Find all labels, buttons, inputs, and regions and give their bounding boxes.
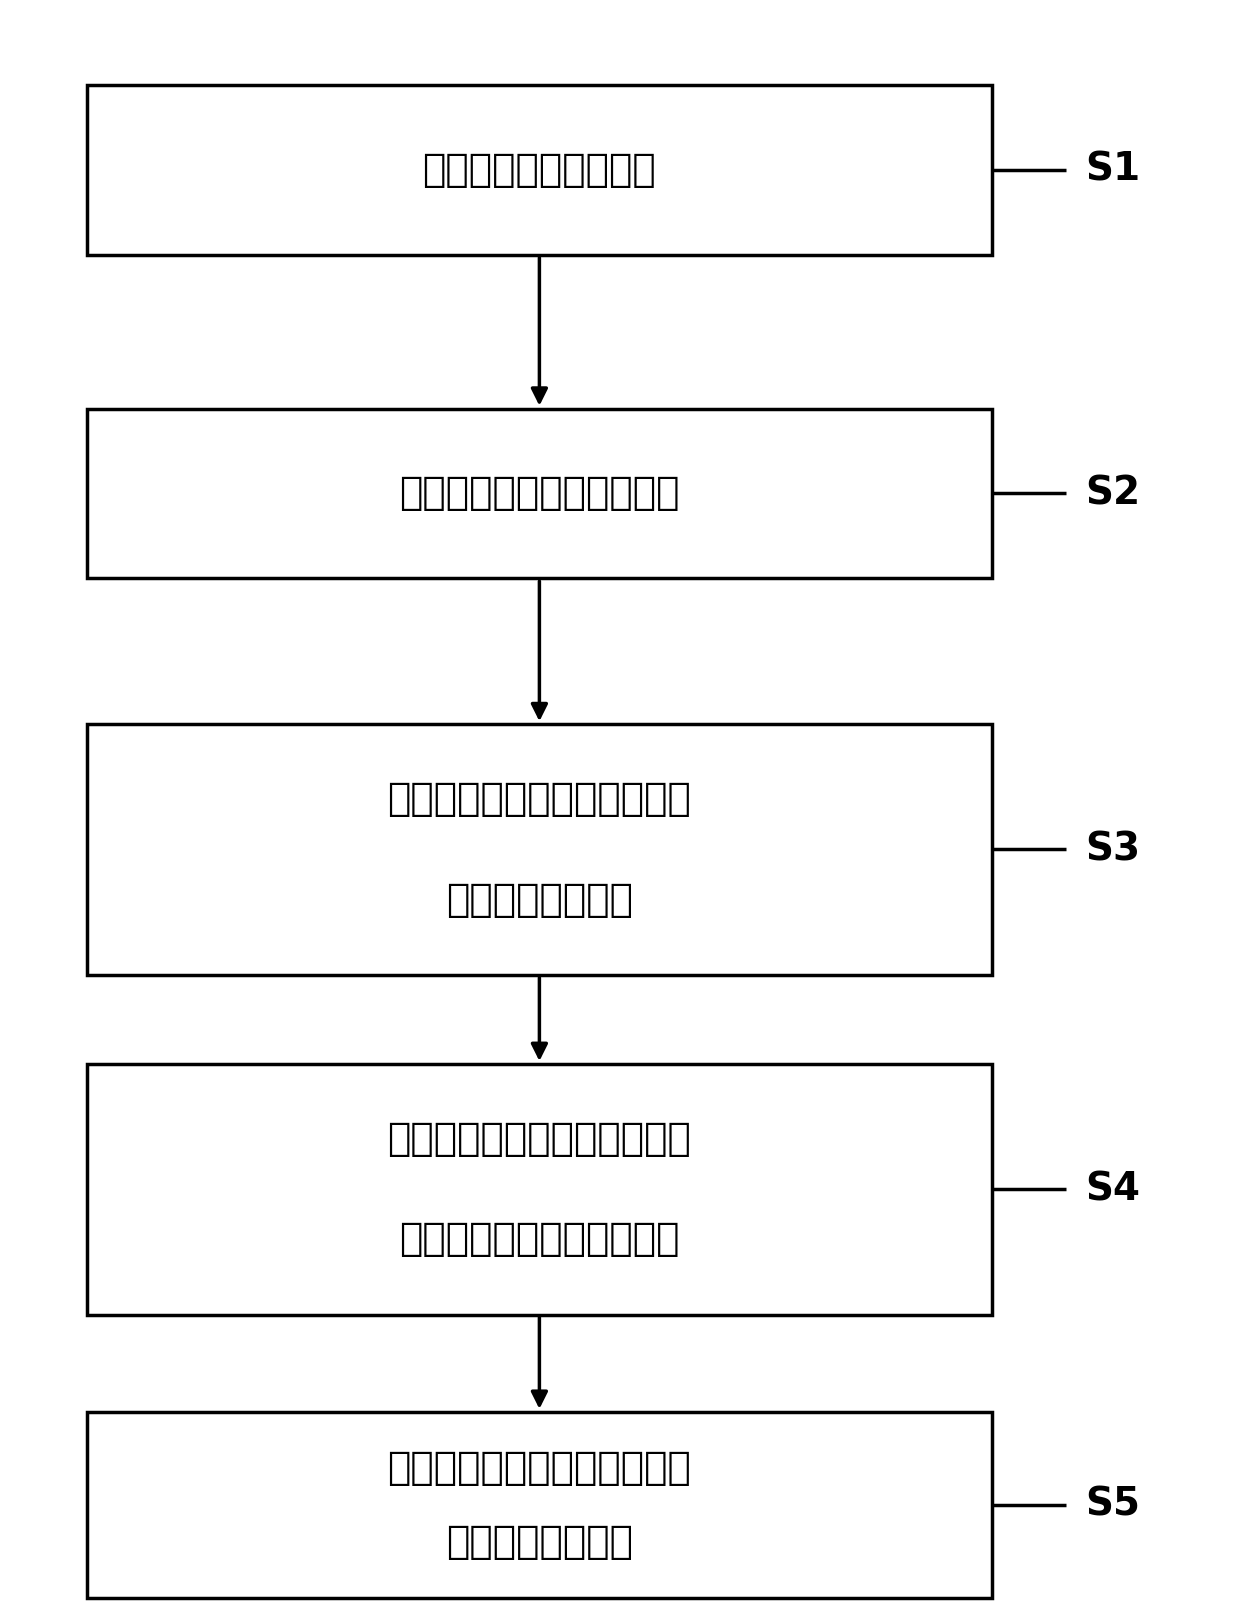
Bar	[87, 725, 992, 974]
Bar	[87, 86, 992, 256]
Text: S4: S4	[1085, 1170, 1140, 1209]
Bar	[87, 409, 992, 579]
Text: 象提供知识云服务: 象提供知识云服务	[446, 1523, 632, 1561]
Text: 对服务流进行管理，为服务对: 对服务流进行管理，为服务对	[387, 1448, 692, 1487]
Text: S3: S3	[1085, 830, 1140, 869]
Text: 建立知识云服务流程模型，对: 建立知识云服务流程模型，对	[387, 1120, 692, 1158]
Text: 建立知识服务需求模型: 建立知识服务需求模型	[423, 150, 656, 189]
Text: 服务任务相关信息进行规定: 服务任务相关信息进行规定	[399, 1220, 680, 1259]
Bar	[87, 1411, 992, 1599]
Text: S2: S2	[1085, 474, 1140, 513]
Text: 息进行解析与匹配: 息进行解析与匹配	[446, 880, 632, 919]
Text: S1: S1	[1085, 150, 1140, 189]
Text: 对用户输入的服务任务需求信: 对用户输入的服务任务需求信	[387, 780, 692, 819]
Text: S5: S5	[1085, 1485, 1140, 1524]
Bar	[87, 1065, 992, 1314]
Text: 输入知识服务任务需求信息: 输入知识服务任务需求信息	[399, 474, 680, 513]
